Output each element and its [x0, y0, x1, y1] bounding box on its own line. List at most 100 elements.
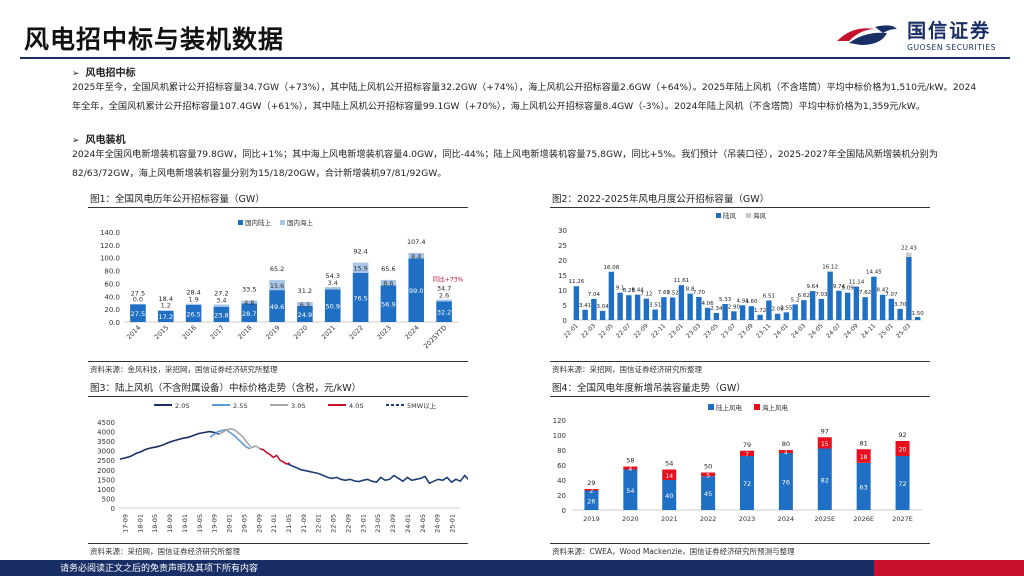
bar-onshore — [573, 286, 580, 320]
x-tick-label: 23-07 — [720, 322, 737, 339]
logo-cn-text: 国信证券 — [907, 20, 992, 42]
bar-onshore — [713, 312, 720, 320]
bar-offshore — [662, 469, 677, 480]
bar-onshore — [241, 303, 258, 322]
bar-onshore — [853, 286, 860, 320]
bar-value-label: 11.26 — [569, 279, 585, 285]
x-tick-label: 19-01 — [181, 514, 189, 533]
bar-value-label: 4.60 — [745, 299, 758, 305]
y-tick-label: 80 — [557, 447, 566, 455]
bar-value-label: 3.04 — [597, 304, 610, 310]
bar-offshore — [856, 449, 871, 463]
bar-total-label: 81 — [860, 439, 868, 447]
bar-value-label: 9.09 — [842, 286, 855, 292]
y-tick-label: 60.0 — [104, 280, 120, 288]
y-tick-label: 2000 — [97, 467, 115, 475]
bar-onshore — [879, 294, 886, 320]
footer-accent — [874, 560, 1024, 576]
bar-onshore — [687, 293, 693, 320]
x-tick-label: 22-05 — [598, 322, 615, 339]
bar-value-label: 6.51 — [763, 293, 775, 299]
series-line-4.0S — [259, 448, 291, 465]
fig3-top-rule — [88, 396, 468, 397]
x-tick-label: 22-01 — [315, 514, 323, 533]
bar-value-label: 8.44 — [632, 288, 645, 294]
bar-value-label: 5.33 — [719, 297, 732, 303]
bar-onshore — [623, 469, 638, 510]
bar-offshore — [906, 252, 912, 257]
bar-offshore — [269, 280, 285, 291]
x-tick-label: 22-05 — [330, 514, 338, 533]
x-tick-label: 2022 — [700, 515, 717, 523]
bar-label-onshore: 82 — [821, 476, 829, 484]
bar-onshore — [757, 314, 763, 320]
x-tick-label: 2019 — [264, 324, 281, 341]
series-line-2.5S — [209, 428, 251, 450]
footer-bar: 请务必阅读正文之后的免责声明及其项下所有内容 — [0, 560, 1024, 576]
bar-total-label: 50 — [704, 463, 712, 471]
series-line-2.0S — [119, 430, 221, 460]
x-tick-label: 2025E — [814, 515, 835, 523]
x-tick-label: 24-01 — [773, 322, 790, 339]
bar-value-label: 3.41 — [579, 303, 591, 309]
fig3-source: 资料来源：采招网，国信证券经济研究所整理 — [90, 547, 240, 556]
bar-value-label: 6.62 — [798, 293, 810, 299]
bar-label-onshore: 72 — [743, 480, 751, 488]
x-tick-label: 22-03 — [580, 322, 597, 339]
legend-label: 国内陆上 — [245, 218, 272, 227]
footer-disclaimer: 请务必阅读正文之后的免责声明及其项下所有内容 — [60, 564, 259, 574]
bar-onshore — [704, 307, 711, 320]
x-tick-label: 22-09 — [344, 514, 352, 533]
y-tick-label: 30 — [558, 227, 567, 235]
bar-value-label: 4.06 — [702, 301, 715, 307]
page-title: 风电招中标与装机数据 — [24, 25, 285, 54]
bar-onshore — [783, 312, 790, 320]
bar-onshore — [324, 289, 341, 322]
bar-value-label: 11.14 — [849, 280, 865, 286]
x-tick-label: 24-07 — [825, 322, 842, 339]
bar-label-offshore: 7 — [745, 451, 749, 458]
bar-value-label: 16.12 — [822, 265, 838, 271]
bar-onshore — [701, 476, 716, 510]
bar-label-onshore: 76 — [782, 479, 790, 487]
bar-total-label: 31.2 — [298, 287, 312, 295]
bar-value-label: 7.70 — [693, 290, 706, 296]
bar-value-label: 2.34 — [710, 306, 723, 312]
x-tick-label: 21-05 — [285, 514, 293, 533]
x-tick-label: 25-01 — [449, 514, 457, 533]
bar-label-onshore: 99.0 — [409, 287, 423, 295]
y-tick-label: 2500 — [97, 457, 115, 465]
bar-onshore — [778, 453, 793, 510]
bar-offshore — [213, 304, 230, 307]
x-tick-label: 25-01 — [878, 322, 895, 339]
bar-onshore — [818, 298, 825, 320]
section-bullet-install: ➢ 风电装机 — [72, 131, 126, 146]
bar-offshore — [185, 303, 202, 305]
bar-value-label: 16.08 — [604, 265, 620, 271]
series-line-3.0S — [217, 427, 261, 450]
bar-total-label: 79 — [743, 441, 751, 449]
x-tick-label: 2021 — [320, 324, 337, 341]
bar-onshore — [297, 305, 313, 322]
bar-onshore — [836, 290, 842, 320]
x-tick-label: 22-07 — [615, 322, 632, 339]
bar-onshore — [801, 300, 807, 320]
bar-value-label: 8.8 — [686, 287, 695, 293]
y-tick-label: 40.0 — [104, 293, 120, 301]
x-tick-label: 23-01 — [668, 322, 685, 339]
bar-label-onshore: 56.9 — [381, 301, 395, 309]
bar-onshore — [669, 297, 676, 320]
y-tick-label: 4500 — [97, 419, 115, 427]
bar-label-onshore: 32.2 — [437, 309, 451, 317]
x-tick-label: 24-05 — [808, 322, 825, 339]
fig3-bottom-rule — [88, 543, 468, 544]
x-tick-label: 2027E — [892, 515, 913, 523]
legend-swatch — [708, 404, 714, 410]
yoy-annotation: 同比+73% — [433, 276, 464, 284]
bar-onshore — [766, 300, 772, 320]
fig4-bottom-rule — [550, 543, 930, 544]
y-tick-label: 0 — [562, 507, 566, 515]
bar-onshore — [652, 309, 658, 320]
bar-onshore — [862, 297, 868, 320]
bar-total-label: 18.4 — [159, 295, 173, 303]
